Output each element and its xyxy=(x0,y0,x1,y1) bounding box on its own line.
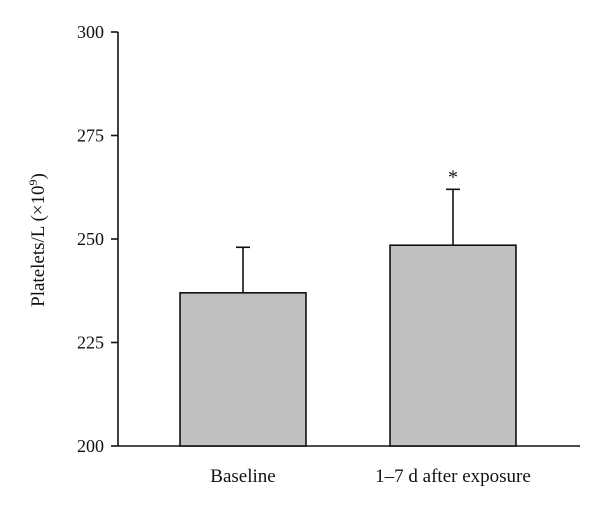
y-axis-label-close: ) xyxy=(28,173,49,179)
y-tick-label: 200 xyxy=(77,436,104,456)
y-axis-label-exponent: 9 xyxy=(26,179,40,185)
bar xyxy=(389,244,517,447)
y-tick-label: 225 xyxy=(77,333,104,353)
labels: Baseline 1–7 d after exposure * xyxy=(210,166,531,487)
x-tick-label: Baseline xyxy=(210,466,275,487)
y-axis-label: Platelets/L (×109) xyxy=(26,173,49,307)
bars xyxy=(179,188,517,447)
y-axis-label-main: Platelets/L (×10 xyxy=(28,185,49,306)
x-tick-label: 1–7 d after exposure xyxy=(375,466,531,487)
bar xyxy=(179,292,307,447)
significance-marker: * xyxy=(448,166,458,188)
y-tick-label: 300 xyxy=(77,22,104,42)
y-tick-label: 275 xyxy=(77,126,104,146)
y-tick-label: 250 xyxy=(77,229,104,249)
